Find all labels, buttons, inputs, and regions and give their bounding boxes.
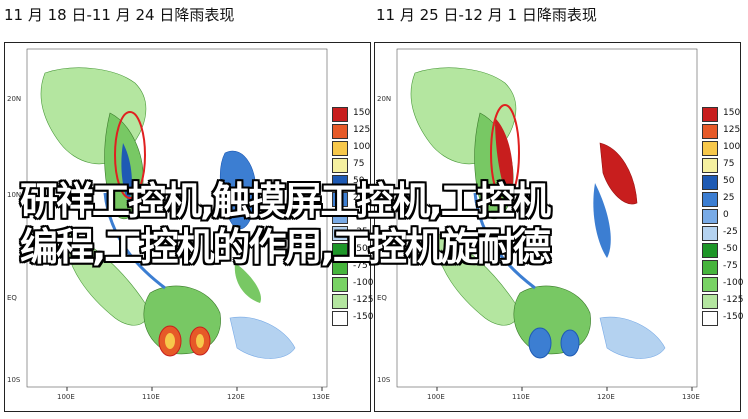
left-map-panel: 20N 10N EQ 10S 100E 110E 120E 130E 150 12… <box>4 42 373 412</box>
legend-swatch: -25 <box>332 226 368 241</box>
lon-label-120e: 120E <box>597 393 615 401</box>
legend-swatch: -50 <box>332 243 368 258</box>
legend-swatch: -125 <box>702 294 743 309</box>
legend-value: -100 <box>723 278 744 288</box>
lon-label-110e: 110E <box>142 393 160 401</box>
legend-swatch: 75 <box>702 158 734 173</box>
legend-swatch: -25 <box>702 226 738 241</box>
legend-value: 0 <box>723 210 729 220</box>
legend-swatch: 100 <box>332 141 370 156</box>
legend-value: 125 <box>353 125 371 135</box>
legend-value: 75 <box>353 159 365 169</box>
legend-swatch: -150 <box>332 311 373 326</box>
overlay-text-line-1: 研祥工控机,触摸屏工控机,工控机 <box>20 179 551 223</box>
right-map-title: 11 月 25 日-12 月 1 日降雨表现 <box>376 6 597 24</box>
legend-value: 125 <box>723 125 741 135</box>
legend-value: -150 <box>723 312 744 322</box>
left-map-canvas <box>26 48 328 391</box>
legend-value: -50 <box>723 244 738 254</box>
legend-swatch: 150 <box>702 107 740 122</box>
lon-label-100e: 100E <box>427 393 445 401</box>
legend-value: 150 <box>723 108 741 118</box>
legend-swatch: 150 <box>332 107 370 122</box>
left-legend: 150 125 100 75 50 25 0 -25 -50 -75 -100 -125 -150 <box>332 107 373 328</box>
legend-swatch: -50 <box>702 243 738 258</box>
legend-value: 100 <box>723 142 741 152</box>
legend-value: -125 <box>353 295 374 305</box>
legend-swatch: -75 <box>332 260 368 275</box>
lon-label-130e: 130E <box>312 393 330 401</box>
legend-swatch: 0 <box>332 209 359 224</box>
legend-value: -25 <box>723 227 738 237</box>
legend-swatch: 125 <box>332 124 370 139</box>
lat-label-eq: EQ <box>7 294 17 302</box>
legend-swatch: 0 <box>702 209 729 224</box>
legend-swatch: 75 <box>332 158 364 173</box>
lon-label-110e: 110E <box>512 393 530 401</box>
legend-value: -50 <box>353 244 368 254</box>
legend-swatch: 25 <box>332 192 364 207</box>
lat-label-20n: 20N <box>377 95 392 103</box>
legend-value: 25 <box>723 193 735 203</box>
legend-value: 50 <box>723 176 735 186</box>
highlight-circle <box>114 111 146 199</box>
legend-swatch: -100 <box>702 277 743 292</box>
right-map-panel: 20N 10N EQ 10S 100E 110E 120E 130E 150 12… <box>374 42 743 412</box>
legend-swatch: -75 <box>702 260 738 275</box>
legend-swatch: -125 <box>332 294 373 309</box>
legend-swatch: 25 <box>702 192 734 207</box>
lat-label-10s: 10S <box>7 376 21 384</box>
lon-label-100e: 100E <box>57 393 75 401</box>
legend-swatch: 125 <box>702 124 740 139</box>
legend-value: -100 <box>353 278 374 288</box>
lat-label-eq: EQ <box>377 294 387 302</box>
legend-value: 50 <box>353 176 365 186</box>
legend-swatch: 50 <box>332 175 364 190</box>
legend-value: -125 <box>723 295 744 305</box>
lat-label-10s: 10S <box>377 376 391 384</box>
legend-value: -150 <box>353 312 374 322</box>
legend-swatch: -100 <box>332 277 373 292</box>
lon-label-120e: 120E <box>227 393 245 401</box>
right-map-canvas <box>396 48 698 391</box>
legend-value: -75 <box>353 261 368 271</box>
lon-label-130e: 130E <box>682 393 700 401</box>
legend-value: -75 <box>723 261 738 271</box>
legend-swatch: 50 <box>702 175 734 190</box>
highlight-circle <box>490 104 520 202</box>
legend-value: 150 <box>353 108 371 118</box>
legend-swatch: 100 <box>702 141 740 156</box>
legend-value: 100 <box>353 142 371 152</box>
legend-value: -25 <box>353 227 368 237</box>
legend-value: 0 <box>353 210 359 220</box>
right-legend: 150 125 100 75 50 25 0 -25 -50 -75 -100 -125 -150 <box>702 107 743 328</box>
legend-swatch: -150 <box>702 311 743 326</box>
legend-value: 75 <box>723 159 735 169</box>
lat-label-10n: 10N <box>7 191 22 199</box>
legend-value: 25 <box>353 193 365 203</box>
lat-label-10n: 10N <box>377 191 392 199</box>
left-map-title: 11 月 18 日-11 月 24 日降雨表现 <box>4 6 235 24</box>
lat-label-20n: 20N <box>7 95 22 103</box>
overlay-text-line-2: 编程,工控机的作用,工控机旋耐德 <box>20 225 551 269</box>
